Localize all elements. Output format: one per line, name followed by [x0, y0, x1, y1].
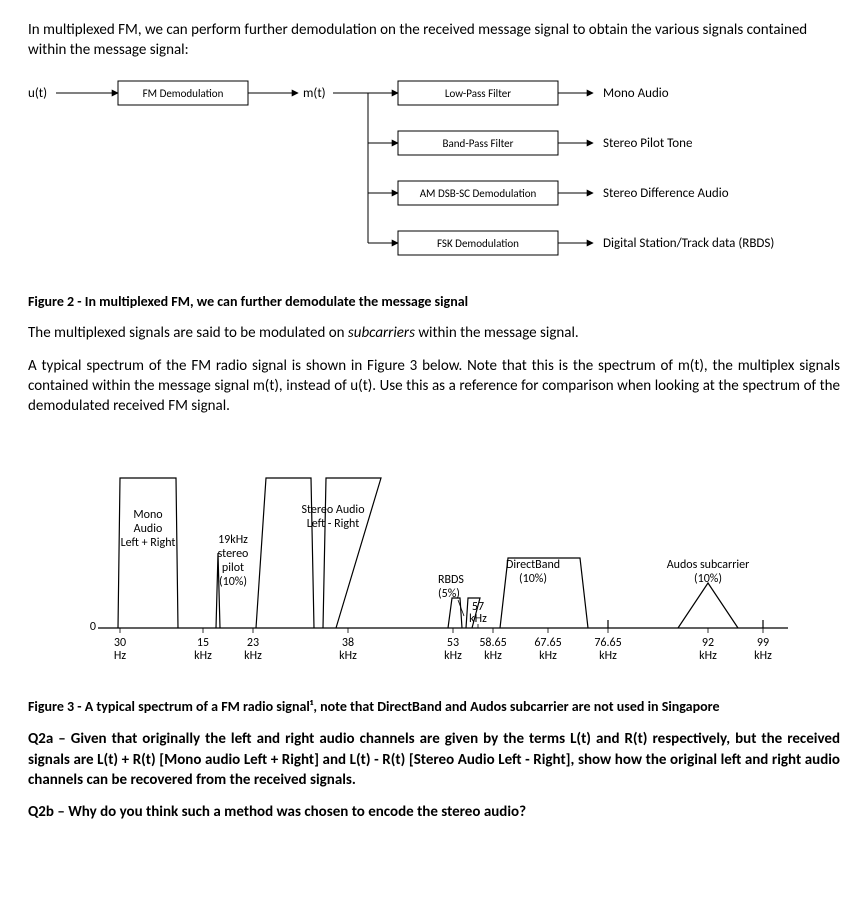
svg-text:Band-Pass Filter: Band-Pass Filter: [443, 137, 514, 150]
subcarriers-paragraph: The multiplexed signals are said to be m…: [28, 323, 840, 343]
spectrum-paragraph: A typical spectrum of the FM radio signa…: [28, 356, 840, 417]
svg-text:m(t): m(t): [303, 86, 326, 101]
svg-text:Mono: Mono: [133, 508, 162, 522]
figure-2: u(t) FM Demodulation m(t) Low-Pass Filter Mo…: [28, 73, 840, 283]
svg-text:Left - Right: Left - Right: [307, 517, 360, 531]
svg-text:30: 30: [114, 636, 126, 650]
svg-text:kHz: kHz: [539, 649, 557, 663]
text-span: within the message signal.: [415, 324, 579, 342]
text-span: The multiplexed signals are said to be m…: [28, 324, 348, 342]
svg-text:Mono Audio: Mono Audio: [603, 86, 669, 101]
svg-text:19kHz: 19kHz: [218, 533, 248, 547]
svg-text:kHz: kHz: [339, 649, 357, 663]
svg-text:58.65: 58.65: [479, 636, 506, 650]
svg-text:RBDS: RBDS: [438, 573, 464, 587]
svg-text:FM Demodulation: FM Demodulation: [143, 87, 224, 100]
svg-text:53: 53: [447, 636, 459, 650]
svg-text:kHz: kHz: [244, 649, 262, 663]
svg-text:kHz: kHz: [484, 649, 502, 663]
svg-text:Stereo Difference Audio: Stereo Difference Audio: [603, 186, 729, 201]
svg-text:FSK Demodulation: FSK Demodulation: [437, 237, 519, 250]
svg-text:kHz: kHz: [444, 649, 462, 663]
svg-text:Audio: Audio: [134, 522, 163, 536]
svg-text:Digital Station/Track data (RB: Digital Station/Track data (RBDS): [603, 236, 774, 251]
figure-3: 0MonoAudioLeft + Right19kHzstereopilot(1…: [28, 428, 840, 688]
svg-text:0: 0: [90, 620, 96, 634]
question-2b: Q2b – Why do you think such a method was…: [28, 802, 840, 822]
svg-text:(5%): (5%): [438, 587, 460, 601]
subcarriers-italic: subcarriers: [348, 324, 415, 342]
svg-text:15: 15: [197, 636, 209, 650]
svg-text:Hz: Hz: [114, 649, 126, 663]
svg-text:kHz: kHz: [754, 649, 772, 663]
svg-text:Low-Pass Filter: Low-Pass Filter: [445, 87, 511, 100]
svg-text:(10%): (10%): [519, 572, 547, 586]
svg-text:Stereo Pilot Tone: Stereo Pilot Tone: [603, 136, 692, 151]
svg-text:kHz: kHz: [699, 649, 717, 663]
svg-text:67.65: 67.65: [534, 636, 561, 650]
svg-text:AM DSB-SC Demodulation: AM DSB-SC Demodulation: [420, 187, 537, 200]
intro-paragraph: In multiplexed FM, we can perform furthe…: [28, 20, 840, 61]
svg-text:23: 23: [247, 636, 259, 650]
svg-text:92: 92: [702, 636, 714, 650]
svg-text:Stereo Audio: Stereo Audio: [301, 503, 364, 517]
svg-text:Audos subcarrier: Audos subcarrier: [667, 558, 750, 572]
svg-text:(10%): (10%): [694, 572, 722, 586]
svg-text:u(t): u(t): [28, 86, 47, 101]
svg-text:38: 38: [342, 636, 354, 650]
svg-text:76.65: 76.65: [594, 636, 621, 650]
svg-text:99: 99: [757, 636, 769, 650]
svg-text:Left + Right: Left + Right: [121, 536, 176, 550]
figure-2-caption: Figure 2 - In multiplexed FM, we can fur…: [28, 293, 840, 312]
question-2a: Q2a – Given that originally the left and…: [28, 729, 840, 790]
svg-text:pilot: pilot: [222, 561, 244, 575]
svg-text:kHz: kHz: [469, 612, 487, 626]
svg-text:kHz: kHz: [194, 649, 212, 663]
svg-text:DirectBand: DirectBand: [506, 558, 560, 572]
svg-text:(10%): (10%): [219, 575, 247, 589]
svg-text:kHz: kHz: [599, 649, 617, 663]
figure-3-caption: Figure 3 - A typical spectrum of a FM ra…: [28, 698, 840, 717]
svg-text:stereo: stereo: [218, 547, 249, 561]
